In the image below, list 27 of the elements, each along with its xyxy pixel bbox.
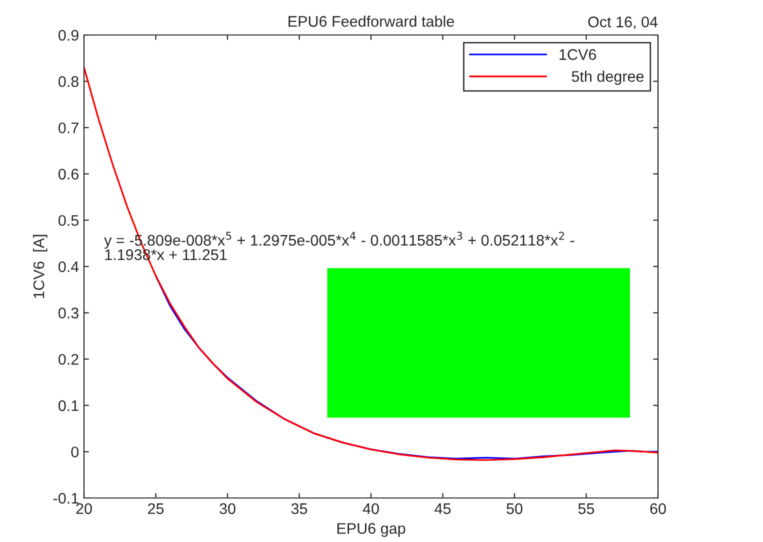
- x-tick-label: 20: [76, 503, 92, 514]
- x-tick-label: 40: [362, 503, 379, 514]
- y-tick-label: 0: [71, 446, 79, 458]
- x-tick-label: 25: [148, 503, 164, 514]
- y-axis-title: 1CV6 [A]: [33, 234, 48, 298]
- y-tick-label: 0.9: [58, 30, 78, 41]
- x-tick-label: 35: [291, 503, 308, 514]
- x-tick-label: 30: [220, 503, 236, 514]
- x-axis-title: EPU6 gap: [337, 523, 406, 537]
- y-tick-label: 0.5: [58, 215, 78, 226]
- y-tick-label: -0.1: [53, 492, 78, 504]
- y-tick-label: 0.6: [58, 168, 78, 180]
- text: Oct 16, 04: [588, 16, 658, 30]
- y-tick-label: 0.8: [58, 76, 78, 87]
- x-tick-label: 50: [506, 503, 522, 514]
- x-tick-label: 55: [578, 503, 594, 514]
- y-tick-label: 0.1: [58, 400, 78, 412]
- y-tick-label: 0.2: [58, 354, 78, 365]
- y-tick-label: 0.4: [58, 261, 79, 272]
- y-tick-label: 0.3: [58, 308, 78, 318]
- chart-title: EPU6 Feedforward table: [288, 16, 454, 27]
- line-series: [84, 66, 658, 461]
- legend-label: 5th degree: [572, 70, 644, 85]
- legend-label: 1CV6: [560, 49, 596, 60]
- x-tick-label: 60: [650, 503, 666, 514]
- x-tick-label: 45: [434, 503, 451, 514]
- y-tick-label: 0.7: [58, 122, 78, 134]
